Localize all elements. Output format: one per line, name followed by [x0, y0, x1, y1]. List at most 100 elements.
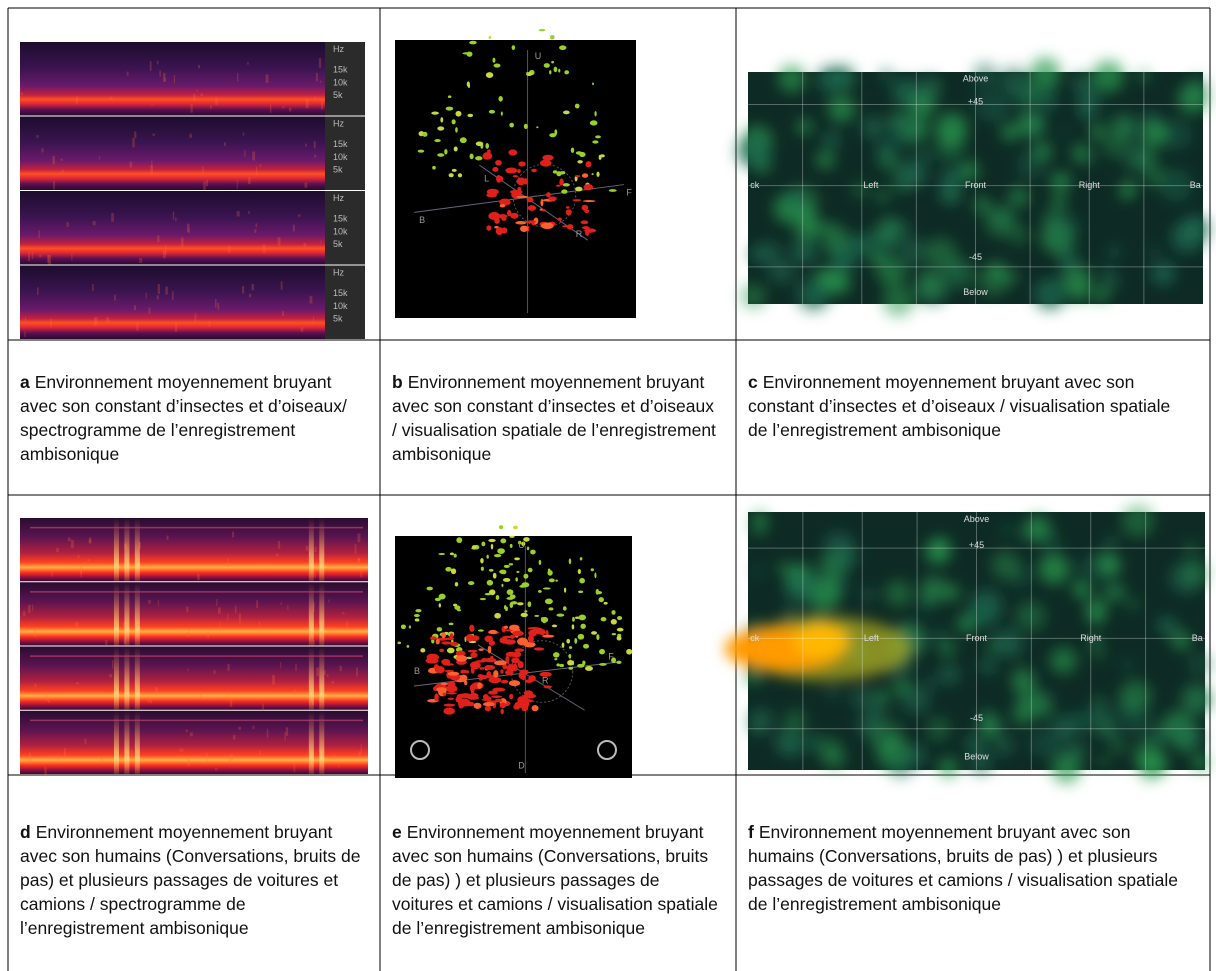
caption: d Environnement moyennement bruyant avec …	[20, 820, 365, 940]
noise	[34, 629, 37, 638]
energy-blob	[940, 166, 964, 190]
noise-streak	[319, 582, 325, 646]
noise	[139, 257, 143, 263]
energy-blob	[959, 160, 980, 181]
noise	[164, 77, 166, 82]
sound-source	[509, 693, 514, 700]
sound-source	[562, 183, 570, 187]
noise	[84, 738, 87, 745]
energy-blob	[827, 687, 839, 699]
energy-blob	[1102, 134, 1125, 158]
noise	[80, 569, 82, 578]
sound-source	[487, 645, 492, 654]
frequency-strip	[325, 265, 365, 339]
sound-source	[526, 71, 529, 75]
noise	[232, 734, 236, 740]
energy-blob	[850, 686, 875, 710]
sound-source	[574, 175, 581, 178]
energy-blob	[1016, 150, 1046, 180]
noise-streak	[319, 518, 325, 582]
noise	[24, 331, 26, 338]
energy-blob	[875, 141, 897, 162]
noise-streak	[134, 646, 140, 710]
noise	[272, 674, 276, 685]
caption: a Environnement moyennement bruyant avec …	[20, 370, 365, 466]
energy-blob	[1028, 730, 1056, 758]
noise	[133, 305, 136, 311]
sound-source	[447, 681, 456, 689]
sound-source	[537, 589, 542, 593]
noise	[148, 599, 151, 604]
energy-blob	[887, 115, 919, 147]
energy-blob	[992, 734, 1015, 757]
sound-source	[426, 653, 439, 661]
noise	[165, 245, 167, 255]
sound-source	[434, 597, 441, 602]
sound-source	[552, 170, 558, 174]
noise	[333, 754, 336, 759]
sound-source	[542, 154, 554, 161]
sound-source	[616, 627, 624, 632]
sound-source	[457, 173, 463, 178]
sound-source	[517, 187, 522, 192]
noise	[217, 302, 220, 310]
sound-source	[422, 131, 428, 137]
sound-source	[512, 525, 518, 530]
sound-source	[443, 707, 455, 715]
sound-source	[443, 703, 456, 707]
sound-source	[626, 648, 633, 655]
noise	[126, 71, 129, 76]
energy-blob	[1089, 123, 1106, 141]
sound-source	[506, 209, 512, 217]
sound-source	[589, 120, 598, 126]
noise	[314, 96, 316, 99]
noise	[321, 99, 323, 110]
energy-blob	[861, 115, 886, 140]
sound-source	[490, 678, 494, 683]
noise	[94, 317, 96, 326]
noise	[70, 539, 74, 548]
energy-blob	[1121, 504, 1155, 538]
axis-label: B	[419, 215, 425, 225]
noise	[262, 703, 264, 713]
energy-blob	[1144, 165, 1167, 188]
sound-source	[611, 610, 616, 615]
noise	[214, 299, 217, 308]
sound-source	[526, 546, 530, 551]
sound-source	[444, 669, 455, 672]
sound-source	[492, 687, 506, 692]
caption-label: f	[748, 822, 754, 842]
spectrogram-track	[20, 116, 325, 190]
sound-source	[567, 659, 574, 666]
sound-source	[508, 563, 514, 566]
sound-source	[495, 595, 500, 600]
sound-source	[516, 177, 526, 186]
frequency-strip	[325, 116, 365, 190]
energy-blob	[930, 536, 951, 557]
sound-source	[505, 655, 510, 664]
direction-label: ck	[750, 180, 760, 190]
energy-blob	[852, 181, 869, 198]
noise	[173, 75, 175, 84]
noise	[217, 607, 221, 614]
noise-streak	[319, 646, 325, 710]
sound-source	[493, 63, 501, 68]
sound-source	[543, 63, 550, 68]
noise	[313, 140, 316, 149]
noise-streak	[308, 518, 314, 582]
sound-source	[434, 666, 445, 674]
sound-source	[486, 554, 489, 559]
sound-source	[470, 652, 478, 658]
noise	[266, 729, 269, 739]
energy-blob	[755, 240, 782, 267]
sound-source	[520, 612, 528, 618]
noise	[297, 214, 301, 217]
sound-source	[436, 687, 447, 693]
noise	[282, 311, 285, 317]
sound-source	[459, 674, 468, 682]
sound-source	[467, 113, 474, 118]
sound-source	[506, 589, 514, 596]
noise	[357, 558, 361, 564]
energy-blob	[970, 752, 992, 775]
noise	[339, 665, 342, 672]
